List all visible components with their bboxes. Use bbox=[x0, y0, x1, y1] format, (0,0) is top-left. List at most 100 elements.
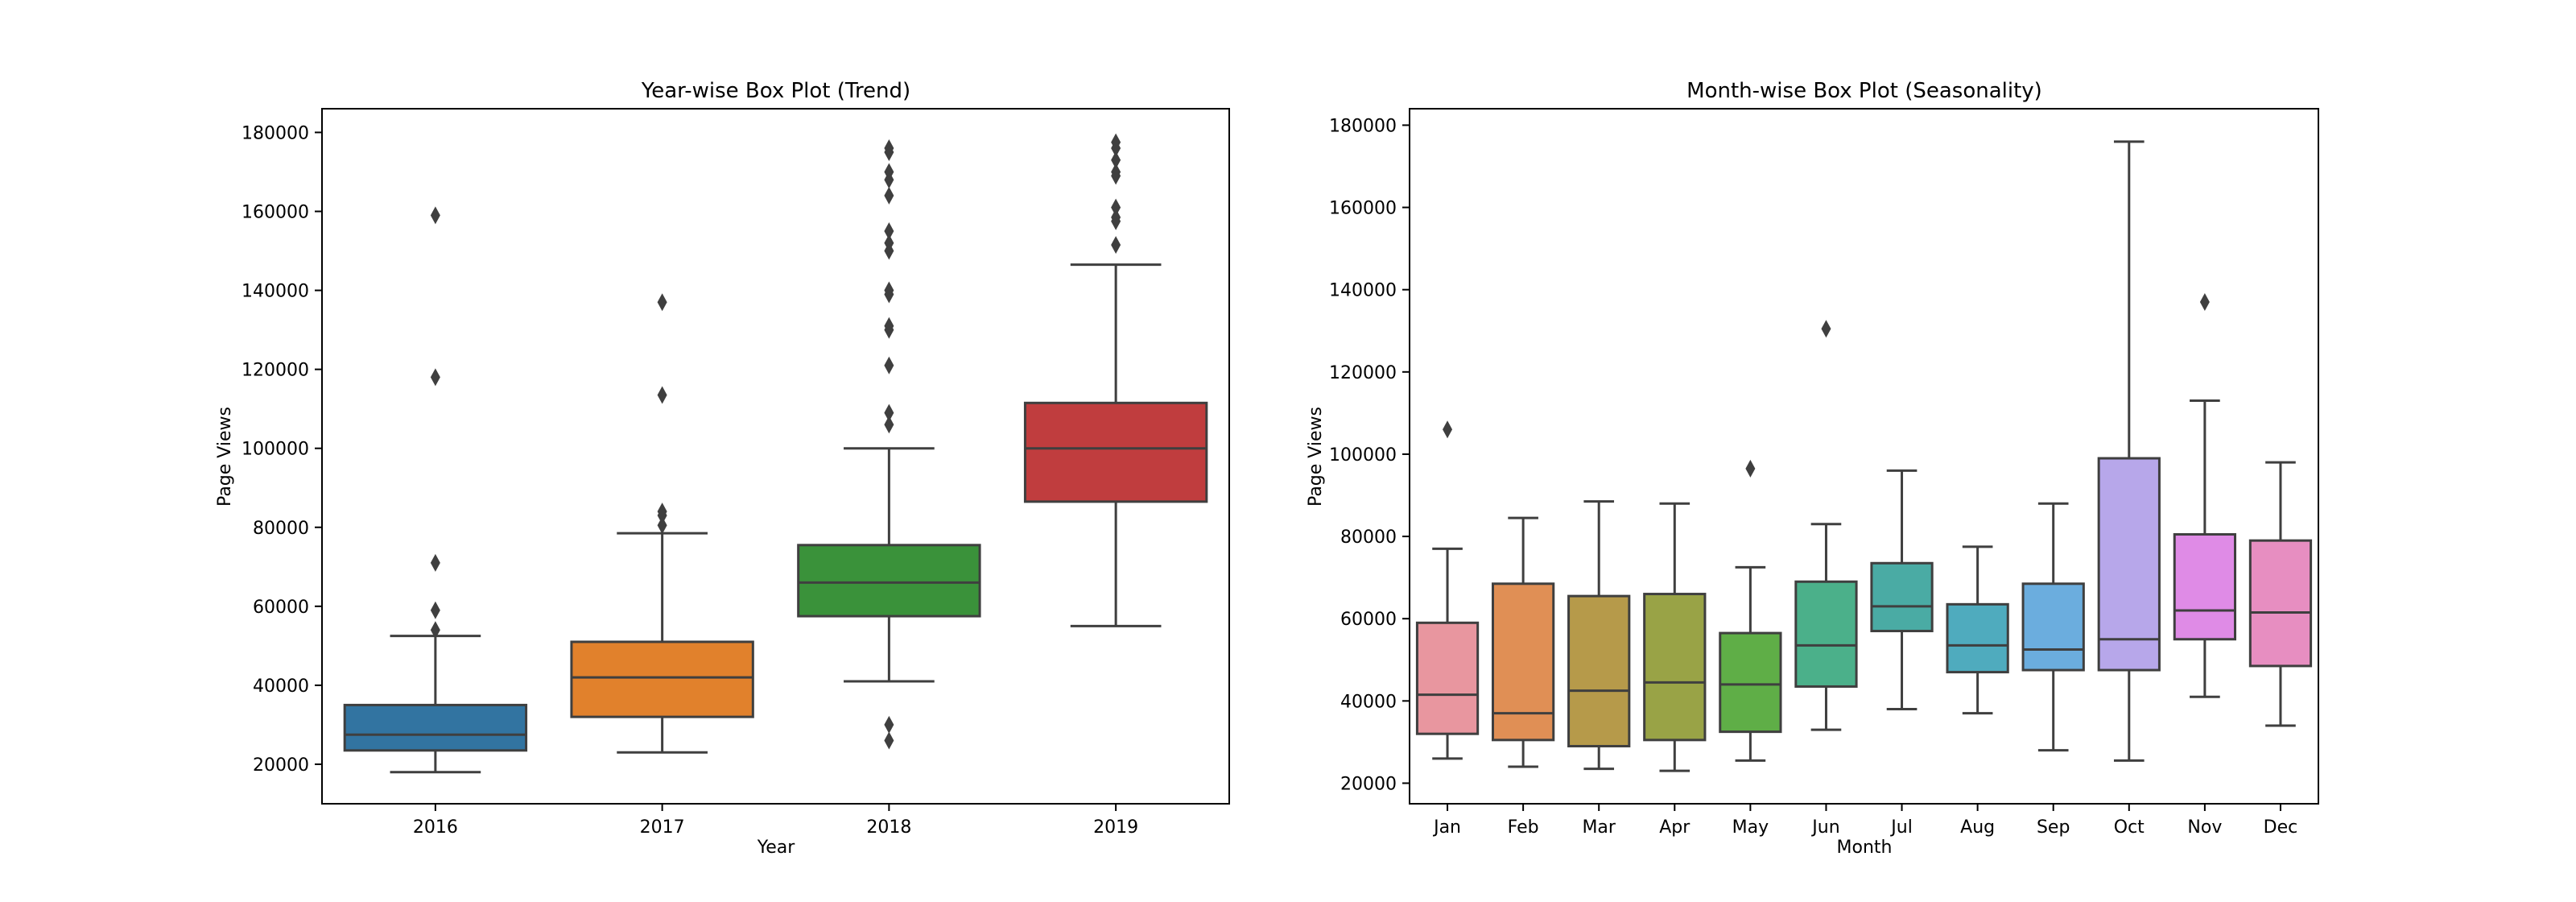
x-tick-label: Jan bbox=[1432, 817, 1461, 838]
y-tick-label: 180000 bbox=[1329, 116, 1397, 136]
outlier-point bbox=[657, 516, 667, 535]
outlier-point bbox=[884, 416, 894, 434]
outlier-point bbox=[884, 186, 894, 205]
outlier-point bbox=[1111, 212, 1121, 230]
iqr-box bbox=[2021, 582, 2085, 672]
outlier-point bbox=[430, 601, 440, 619]
y-axis-label: Page Views bbox=[215, 407, 235, 507]
outlier-point bbox=[884, 321, 894, 339]
outlier-point bbox=[2199, 293, 2210, 312]
axes-frame bbox=[1409, 108, 2319, 805]
box-Aug bbox=[1946, 545, 2009, 715]
outlier-point bbox=[1443, 420, 1453, 439]
x-tick-label: Jul bbox=[1889, 817, 1913, 838]
x-tick-label: Jun bbox=[1810, 817, 1839, 838]
y-tick-label: 80000 bbox=[253, 519, 309, 539]
y-tick-label: 40000 bbox=[253, 676, 309, 697]
iqr-box bbox=[1794, 580, 1858, 688]
iqr-box bbox=[1719, 631, 1782, 734]
outlier-point bbox=[884, 715, 894, 734]
y-tick-label: 140000 bbox=[242, 282, 309, 302]
box-Dec bbox=[2248, 461, 2313, 727]
month-wise-box-plot: Month-wise Box Plot (Seasonality) Month … bbox=[1306, 79, 2319, 858]
outlier-point bbox=[1111, 236, 1121, 254]
outlier-point bbox=[1745, 459, 1756, 478]
box-2017 bbox=[570, 293, 754, 754]
outlier-point bbox=[430, 368, 440, 387]
iqr-box bbox=[2248, 539, 2313, 668]
y-tick-label: 60000 bbox=[253, 598, 309, 618]
iqr-box bbox=[1946, 602, 2009, 674]
x-tick-label: Sep bbox=[2037, 817, 2070, 838]
outlier-point bbox=[430, 206, 440, 225]
box-Sep bbox=[2021, 502, 2085, 752]
chart-title: Year-wise Box Plot (Trend) bbox=[641, 79, 910, 103]
y-tick-label: 60000 bbox=[1340, 610, 1397, 630]
axes-frame bbox=[321, 108, 1230, 805]
outlier-point bbox=[884, 356, 894, 374]
x-tick-label: Oct bbox=[2114, 817, 2145, 838]
outlier-point bbox=[884, 731, 894, 750]
y-tick-label: 180000 bbox=[242, 123, 309, 143]
iqr-box bbox=[2097, 457, 2161, 672]
box-Feb bbox=[1491, 516, 1555, 768]
outlier-point bbox=[884, 143, 894, 161]
x-tick-label: Mar bbox=[1582, 817, 1616, 838]
iqr-box bbox=[1567, 594, 1631, 748]
iqr-box bbox=[1491, 582, 1555, 742]
iqr-box bbox=[570, 640, 754, 718]
x-tick-label: 2019 bbox=[1093, 817, 1138, 838]
outlier-point bbox=[884, 171, 894, 189]
box-Apr bbox=[1643, 502, 1707, 772]
iqr-box bbox=[2173, 533, 2237, 641]
outlier-point bbox=[430, 553, 440, 572]
x-axis-label: Year bbox=[757, 838, 796, 858]
y-axis-label: Page Views bbox=[1306, 407, 1326, 507]
y-tick-label: 40000 bbox=[1340, 692, 1397, 712]
outlier-point bbox=[1111, 139, 1121, 158]
iqr-box bbox=[343, 703, 528, 752]
iqr-box bbox=[1870, 561, 1934, 633]
box-2016 bbox=[343, 206, 528, 774]
y-tick-label: 160000 bbox=[242, 202, 309, 222]
y-tick-label: 100000 bbox=[1329, 445, 1397, 465]
box-Mar bbox=[1567, 500, 1631, 771]
outlier-point bbox=[657, 507, 667, 525]
x-tick-label: Feb bbox=[1508, 817, 1539, 838]
outlier-point bbox=[657, 386, 667, 404]
x-tick-label: May bbox=[1732, 817, 1769, 838]
box-Oct bbox=[2097, 140, 2161, 762]
y-tick-label: 20000 bbox=[1340, 774, 1397, 794]
x-tick-label: Aug bbox=[1960, 817, 1995, 838]
box-2019 bbox=[1023, 133, 1208, 627]
year-wise-box-plot: Year-wise Box Plot (Trend) Year Page Vie… bbox=[215, 79, 1230, 858]
iqr-box bbox=[1415, 621, 1480, 735]
box-Jul bbox=[1870, 469, 1934, 711]
x-tick-label: 2016 bbox=[413, 817, 458, 838]
x-axis-label: Month bbox=[1837, 838, 1893, 858]
outlier-point bbox=[884, 222, 894, 241]
y-tick-label: 80000 bbox=[1340, 528, 1397, 548]
outlier-point bbox=[1111, 167, 1121, 185]
y-tick-label: 160000 bbox=[1329, 199, 1397, 219]
iqr-box bbox=[797, 544, 981, 618]
x-tick-label: Dec bbox=[2264, 817, 2298, 838]
chart-title: Month-wise Box Plot (Seasonality) bbox=[1686, 79, 2042, 103]
x-tick-label: Nov bbox=[2187, 817, 2222, 838]
outlier-point bbox=[657, 293, 667, 312]
y-tick-label: 100000 bbox=[242, 440, 309, 460]
y-tick-label: 120000 bbox=[1329, 363, 1397, 383]
outlier-point bbox=[884, 403, 894, 422]
y-tick-label: 120000 bbox=[242, 361, 309, 381]
outlier-point bbox=[884, 285, 894, 304]
iqr-box bbox=[1023, 401, 1208, 503]
x-tick-label: 2018 bbox=[866, 817, 911, 838]
box-2018 bbox=[797, 139, 981, 750]
outlier-point bbox=[1111, 198, 1121, 217]
box-Jun bbox=[1794, 320, 1858, 731]
box-Jan bbox=[1415, 420, 1480, 760]
outlier-point bbox=[1821, 320, 1831, 338]
x-tick-label: 2017 bbox=[640, 817, 685, 838]
iqr-box bbox=[1643, 593, 1707, 742]
